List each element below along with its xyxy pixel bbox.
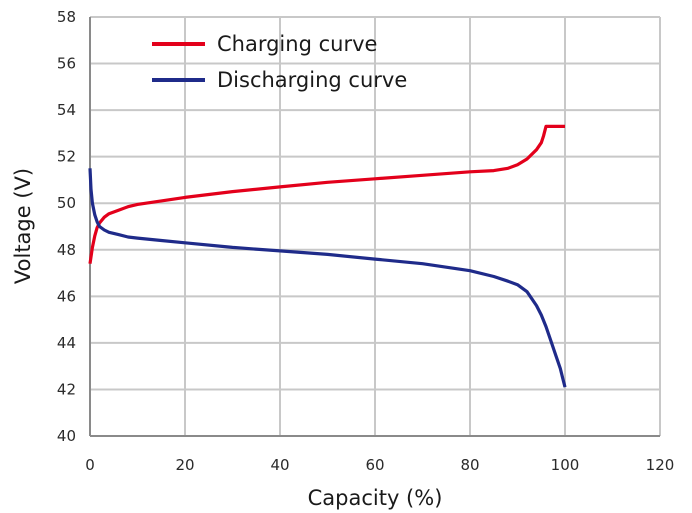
x-tick-label: 20 [175, 456, 194, 474]
y-axis-title: Voltage (V) [11, 168, 35, 284]
legend-label-charging: Charging curve [217, 32, 377, 56]
y-tick-label: 58 [57, 8, 76, 26]
charging-curve-line [88, 124, 565, 264]
series-lines [88, 124, 567, 388]
axes [89, 17, 660, 437]
y-tick-label: 42 [57, 380, 76, 398]
x-axis-title: Capacity (%) [308, 486, 443, 510]
y-tick-label: 40 [57, 427, 76, 445]
x-tick-label: 0 [85, 456, 95, 474]
tick-labels: 0 20 40 60 80 100 120 40 42 44 46 48 50 52 54 56 58 [57, 8, 674, 474]
x-tick-label: 80 [460, 456, 479, 474]
y-tick-label: 50 [57, 194, 76, 212]
y-tick-label: 46 [57, 287, 76, 305]
y-tick-label: 54 [57, 101, 76, 119]
legend-label-discharging: Discharging curve [217, 68, 407, 92]
x-tick-label: 40 [270, 456, 289, 474]
legend: Charging curve Discharging curve [152, 32, 407, 92]
y-tick-label: 44 [57, 334, 76, 352]
x-tick-label: 60 [365, 456, 384, 474]
y-tick-label: 52 [57, 148, 76, 166]
x-tick-label: 120 [646, 456, 675, 474]
discharging-curve-line [88, 168, 567, 388]
y-tick-label: 56 [57, 55, 76, 73]
y-tick-label: 48 [57, 241, 76, 259]
grid [90, 16, 661, 436]
x-tick-label: 100 [551, 456, 580, 474]
